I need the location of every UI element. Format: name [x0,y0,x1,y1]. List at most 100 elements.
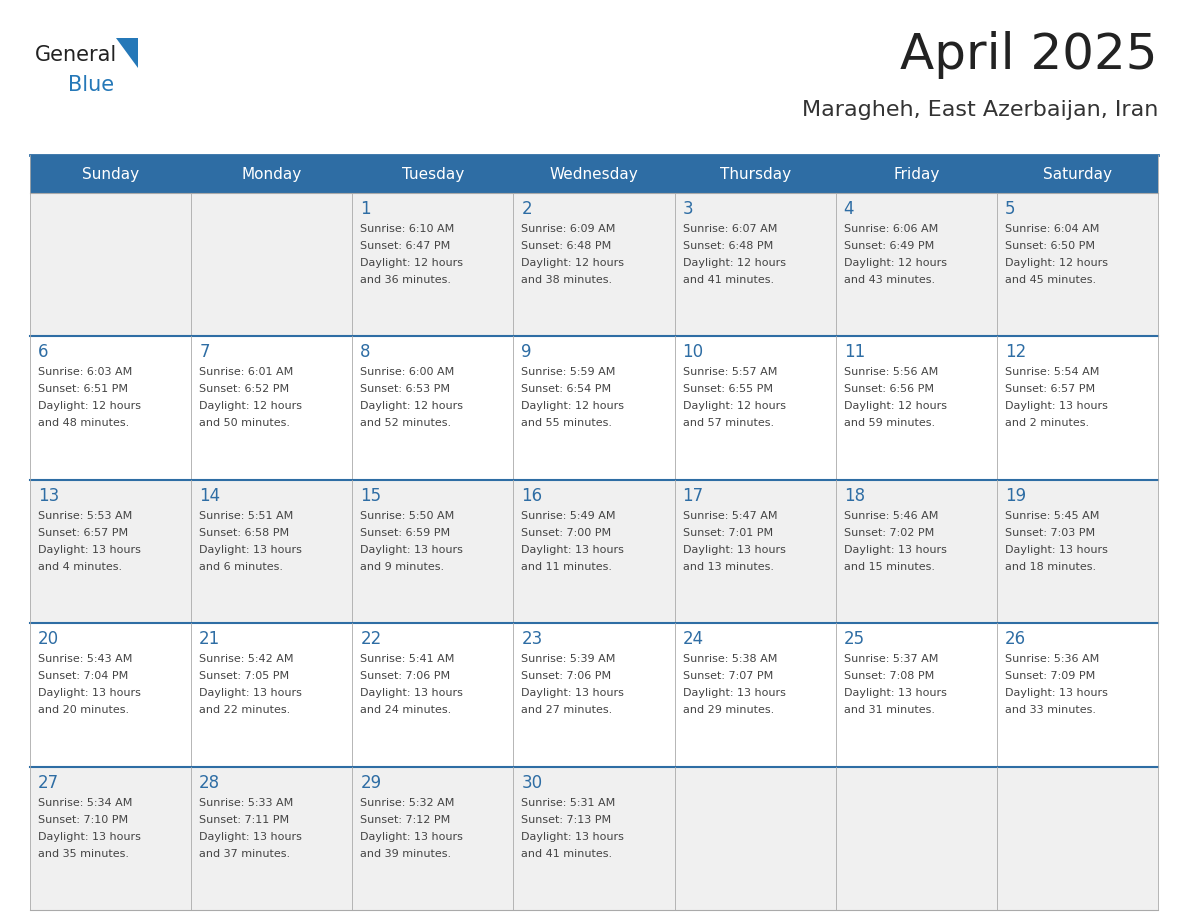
Text: and 39 minutes.: and 39 minutes. [360,848,451,858]
Text: 22: 22 [360,630,381,648]
Text: Daylight: 13 hours: Daylight: 13 hours [200,688,302,699]
Bar [30,767,1158,910]
Text: Sunset: 6:48 PM: Sunset: 6:48 PM [683,241,773,251]
Text: Sunset: 7:09 PM: Sunset: 7:09 PM [1005,671,1095,681]
Text: Sunset: 6:54 PM: Sunset: 6:54 PM [522,385,612,395]
Text: Blue: Blue [68,75,114,95]
Text: Sunset: 6:55 PM: Sunset: 6:55 PM [683,385,772,395]
Text: Sunrise: 6:06 AM: Sunrise: 6:06 AM [843,224,939,234]
Text: and 13 minutes.: and 13 minutes. [683,562,773,572]
Text: 23: 23 [522,630,543,648]
Text: and 29 minutes.: and 29 minutes. [683,705,773,715]
Text: Sunset: 6:59 PM: Sunset: 6:59 PM [360,528,450,538]
Text: and 38 minutes.: and 38 minutes. [522,275,613,285]
Text: Sunrise: 5:56 AM: Sunrise: 5:56 AM [843,367,939,377]
Text: Sunrise: 5:53 AM: Sunrise: 5:53 AM [38,510,132,521]
Text: and 48 minutes.: and 48 minutes. [38,419,129,429]
Text: Sunrise: 6:10 AM: Sunrise: 6:10 AM [360,224,455,234]
Text: 10: 10 [683,343,703,362]
Text: 17: 17 [683,487,703,505]
Text: Sunset: 7:01 PM: Sunset: 7:01 PM [683,528,772,538]
Text: 7: 7 [200,343,209,362]
Text: and 43 minutes.: and 43 minutes. [843,275,935,285]
Bar [30,336,1158,480]
Bar [30,155,1158,193]
Text: and 15 minutes.: and 15 minutes. [843,562,935,572]
Text: Daylight: 13 hours: Daylight: 13 hours [360,544,463,554]
Text: Daylight: 13 hours: Daylight: 13 hours [843,688,947,699]
Text: Sunset: 6:51 PM: Sunset: 6:51 PM [38,385,128,395]
Text: Daylight: 13 hours: Daylight: 13 hours [843,544,947,554]
Text: 3: 3 [683,200,693,218]
Text: Daylight: 12 hours: Daylight: 12 hours [360,258,463,268]
Text: and 22 minutes.: and 22 minutes. [200,705,290,715]
Text: Sunrise: 5:38 AM: Sunrise: 5:38 AM [683,655,777,665]
Text: Daylight: 13 hours: Daylight: 13 hours [522,688,625,699]
Text: Sunrise: 5:31 AM: Sunrise: 5:31 AM [522,798,615,808]
Text: Friday: Friday [893,166,940,182]
Text: 2: 2 [522,200,532,218]
Text: and 18 minutes.: and 18 minutes. [1005,562,1097,572]
Text: Sunrise: 6:03 AM: Sunrise: 6:03 AM [38,367,132,377]
Text: Sunset: 7:13 PM: Sunset: 7:13 PM [522,814,612,824]
Text: Sunrise: 5:46 AM: Sunrise: 5:46 AM [843,510,939,521]
Text: 15: 15 [360,487,381,505]
Text: Sunset: 7:04 PM: Sunset: 7:04 PM [38,671,128,681]
Text: 24: 24 [683,630,703,648]
Text: Sunrise: 5:59 AM: Sunrise: 5:59 AM [522,367,615,377]
Text: 30: 30 [522,774,543,791]
Text: Sunrise: 5:34 AM: Sunrise: 5:34 AM [38,798,132,808]
Text: Daylight: 12 hours: Daylight: 12 hours [683,401,785,411]
Text: Daylight: 13 hours: Daylight: 13 hours [38,688,141,699]
Text: Sunset: 7:06 PM: Sunset: 7:06 PM [522,671,612,681]
Text: Daylight: 13 hours: Daylight: 13 hours [1005,688,1107,699]
Text: 5: 5 [1005,200,1016,218]
Text: Maragheh, East Azerbaijan, Iran: Maragheh, East Azerbaijan, Iran [802,100,1158,120]
Text: 20: 20 [38,630,59,648]
Text: Daylight: 12 hours: Daylight: 12 hours [360,401,463,411]
Text: 27: 27 [38,774,59,791]
Text: Daylight: 13 hours: Daylight: 13 hours [683,688,785,699]
Text: 16: 16 [522,487,543,505]
Text: 9: 9 [522,343,532,362]
Polygon shape [116,38,138,68]
Text: April 2025: April 2025 [901,31,1158,79]
Text: Sunrise: 6:09 AM: Sunrise: 6:09 AM [522,224,615,234]
Text: and 36 minutes.: and 36 minutes. [360,275,451,285]
Text: Sunset: 6:50 PM: Sunset: 6:50 PM [1005,241,1095,251]
Text: Saturday: Saturday [1043,166,1112,182]
Text: Sunrise: 5:47 AM: Sunrise: 5:47 AM [683,510,777,521]
Text: and 31 minutes.: and 31 minutes. [843,705,935,715]
Text: Sunrise: 6:07 AM: Sunrise: 6:07 AM [683,224,777,234]
Text: Sunset: 6:47 PM: Sunset: 6:47 PM [360,241,450,251]
Text: Daylight: 13 hours: Daylight: 13 hours [1005,401,1107,411]
Text: Sunset: 6:58 PM: Sunset: 6:58 PM [200,528,289,538]
Text: and 2 minutes.: and 2 minutes. [1005,419,1089,429]
Text: Daylight: 13 hours: Daylight: 13 hours [200,832,302,842]
Text: Tuesday: Tuesday [402,166,465,182]
Text: Sunset: 6:57 PM: Sunset: 6:57 PM [1005,385,1095,395]
Text: and 37 minutes.: and 37 minutes. [200,848,290,858]
Text: Sunset: 7:11 PM: Sunset: 7:11 PM [200,814,289,824]
Text: Sunset: 7:07 PM: Sunset: 7:07 PM [683,671,773,681]
Text: 14: 14 [200,487,220,505]
Text: Sunrise: 5:42 AM: Sunrise: 5:42 AM [200,655,293,665]
Text: Sunrise: 6:01 AM: Sunrise: 6:01 AM [200,367,293,377]
Bar [30,480,1158,623]
Text: Sunrise: 5:45 AM: Sunrise: 5:45 AM [1005,510,1099,521]
Text: Monday: Monday [241,166,302,182]
Text: and 50 minutes.: and 50 minutes. [200,419,290,429]
Text: Sunrise: 5:50 AM: Sunrise: 5:50 AM [360,510,455,521]
Text: Daylight: 12 hours: Daylight: 12 hours [843,401,947,411]
Text: Thursday: Thursday [720,166,791,182]
Text: Sunrise: 5:33 AM: Sunrise: 5:33 AM [200,798,293,808]
Text: Daylight: 13 hours: Daylight: 13 hours [1005,544,1107,554]
Text: 11: 11 [843,343,865,362]
Text: Sunrise: 5:32 AM: Sunrise: 5:32 AM [360,798,455,808]
Text: Sunrise: 5:36 AM: Sunrise: 5:36 AM [1005,655,1099,665]
Text: and 52 minutes.: and 52 minutes. [360,419,451,429]
Text: and 9 minutes.: and 9 minutes. [360,562,444,572]
Text: Sunset: 7:05 PM: Sunset: 7:05 PM [200,671,289,681]
Text: Daylight: 13 hours: Daylight: 13 hours [522,832,625,842]
Text: Sunset: 7:03 PM: Sunset: 7:03 PM [1005,528,1095,538]
